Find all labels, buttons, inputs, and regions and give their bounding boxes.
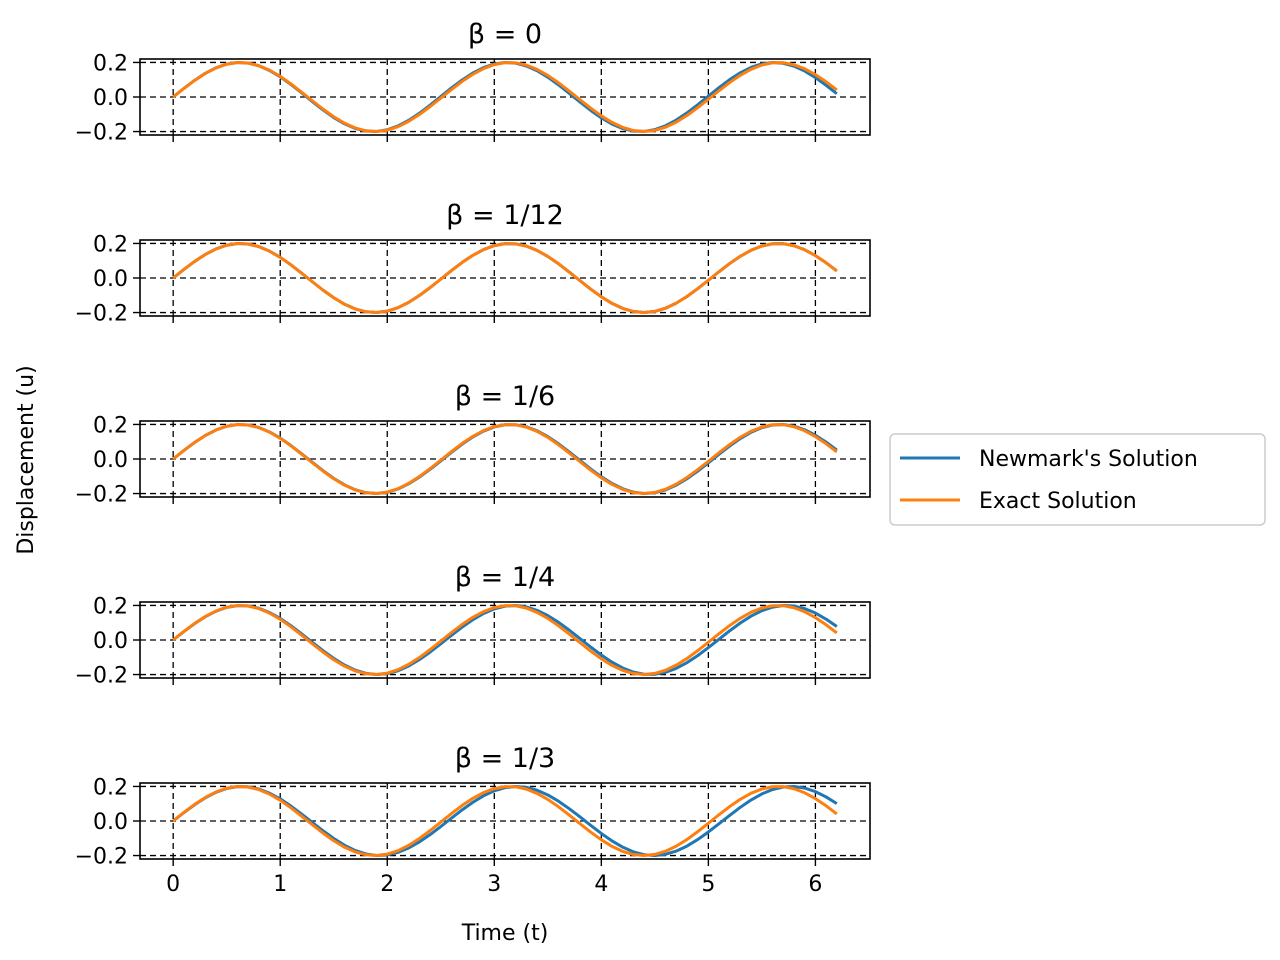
y-tick-label: 0.0: [93, 629, 128, 654]
x-tick-label: 4: [594, 872, 608, 897]
y-tick-label: −0.2: [75, 302, 128, 327]
subplot-title: β = 1/6: [455, 381, 555, 412]
y-tick-label: 0.0: [93, 448, 128, 473]
y-tick-label: 0.0: [93, 267, 128, 292]
y-tick-label: 0.2: [93, 232, 128, 257]
panels-group: β = 00.20.0−0.2β = 1/120.20.0−0.2β = 1/6…: [75, 19, 871, 897]
subplot-beta-0: β = 0 0.2 0.0 −0.2: [75, 19, 871, 146]
y-tick-label: −0.2: [75, 845, 128, 870]
y-tick-label: 0.2: [93, 775, 128, 800]
legend: Newmark's Solution Exact Solution: [889, 433, 1266, 526]
legend-label: Exact Solution: [979, 489, 1137, 514]
subplot-title: β = 1/3: [455, 743, 555, 774]
subplot-beta-2: β = 1/6 0.2 0.0 −0.2: [75, 381, 871, 508]
y-tick-label: −0.2: [75, 664, 128, 689]
x-tick-label: 6: [808, 872, 822, 897]
y-axis-title: Displacement (u): [14, 365, 39, 554]
x-tick-label: 3: [487, 872, 501, 897]
subplot-title: β = 0: [468, 19, 542, 50]
y-tick-label: 0.0: [93, 86, 128, 111]
y-tick-label: 0.2: [93, 51, 128, 76]
y-tick-label: −0.2: [75, 121, 128, 146]
series-line-exact: [172, 423, 838, 496]
x-axis-title: Time (t): [461, 921, 549, 946]
subplot-beta-4: β = 1/3 0.2 0.0 −0.2 0 1 2 3 4 5 6: [75, 743, 871, 897]
x-tick-label: 0: [166, 872, 180, 897]
y-tick-label: 0.0: [93, 810, 128, 835]
series-line-exact: [172, 785, 838, 858]
y-tick-label: −0.2: [75, 483, 128, 508]
legend-label: Newmark's Solution: [979, 447, 1198, 472]
y-tick-label: 0.2: [93, 413, 128, 438]
subplot-title: β = 1/12: [446, 200, 564, 231]
series-line-exact: [172, 61, 838, 134]
subplot-title: β = 1/4: [455, 562, 555, 593]
x-tick-label: 2: [380, 872, 394, 897]
subplot-beta-1: β = 1/12 0.2 0.0 −0.2: [75, 200, 871, 327]
series-line-exact: [172, 604, 838, 677]
y-tick-label: 0.2: [93, 594, 128, 619]
subplot-beta-3: β = 1/4 0.2 0.0 −0.2: [75, 562, 871, 689]
series-line-exact: [172, 242, 838, 315]
x-tick-label: 5: [701, 872, 715, 897]
legend-box: [889, 433, 1266, 526]
x-tick-label: 1: [273, 872, 287, 897]
